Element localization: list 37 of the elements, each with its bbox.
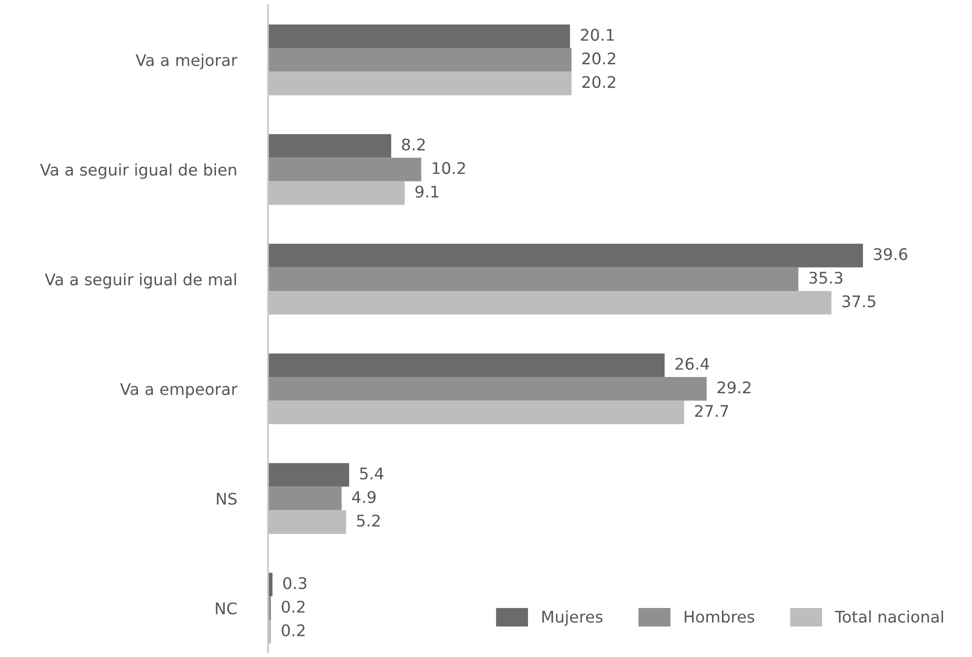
data-label: 20.1 [580, 28, 614, 41]
data-label: 20.2 [582, 52, 616, 64]
bar [268, 24, 570, 48]
y-tick-label: NC [216, 602, 237, 614]
y-tick-label: Va a empeorar [120, 383, 238, 398]
data-label: 0.2 [282, 600, 305, 613]
y-tick-label: Va a seguir igual de mal [44, 273, 236, 289]
data-label: 39.6 [874, 248, 908, 260]
data-label: 26.4 [676, 358, 710, 370]
bar [268, 377, 707, 401]
data-label: 29.2 [718, 381, 750, 394]
bar [268, 244, 863, 268]
bar [268, 134, 392, 158]
data-label: 35.3 [809, 272, 842, 284]
y-tick-label: Va a seguir igual de bien [40, 163, 236, 179]
data-label: 20.2 [582, 76, 616, 88]
data-label: 5.4 [360, 468, 384, 480]
bar [268, 486, 342, 510]
legend-label: Mujeres [542, 610, 603, 626]
data-label: 37.5 [842, 295, 876, 308]
bar [268, 463, 350, 487]
data-label: 10.2 [432, 162, 465, 174]
data-label: 27.7 [695, 404, 728, 417]
data-label: 0.3 [283, 577, 306, 590]
legend-label: Total nacional [834, 610, 944, 623]
bar [268, 353, 665, 378]
y-tick-label: NS [216, 492, 237, 505]
bar [268, 267, 798, 291]
bar [268, 48, 572, 72]
data-label: 5.2 [357, 514, 380, 527]
data-label: 8.2 [402, 138, 425, 151]
bar [268, 158, 422, 182]
data-label: 4.9 [352, 491, 376, 504]
data-label: 9.1 [415, 186, 438, 198]
data-label: 0.2 [282, 624, 305, 636]
legend-label: Hombres [684, 610, 754, 623]
y-tick-label: Va a mejorar [136, 54, 238, 70]
